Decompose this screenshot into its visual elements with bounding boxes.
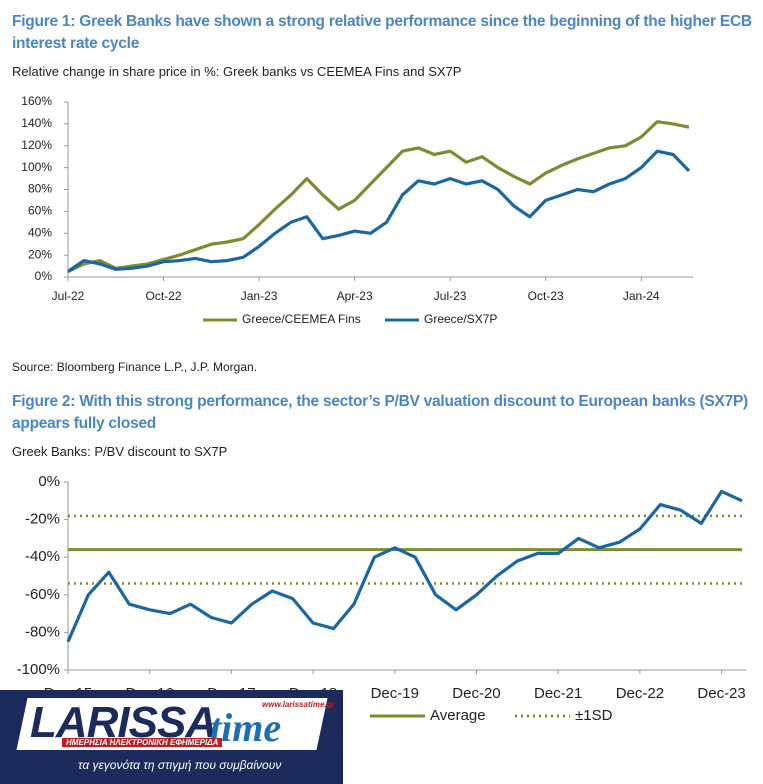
legend-label: Greece/SX7P — [424, 312, 497, 326]
y-tick-label: -60% — [25, 586, 60, 603]
y-tick-label: 120% — [21, 138, 52, 152]
logo-tagline: ΗΜΕΡΗΣΙΑ ΗΛΕΚΤΡΟΝΙΚΗ ΕΦΗΜΕΡΙΔΑ — [62, 738, 223, 747]
y-tick-label: 20% — [28, 247, 52, 261]
y-tick-label: 140% — [21, 116, 52, 130]
x-tick-label: Oct-22 — [146, 289, 182, 303]
figure-subtitle: Relative change in share price in %: Gre… — [12, 64, 462, 79]
data-line — [67, 120, 690, 273]
data-line — [66, 489, 743, 643]
figure-title: Figure 1: Greek Banks have shown a stron… — [12, 13, 752, 52]
y-tick-label: -100% — [17, 661, 60, 678]
legend-label: Greece/CEEMEA Fins — [242, 312, 361, 326]
logo: LARISSA time www.larissatime.gr ΗΜΕΡΗΣΙΑ… — [0, 690, 343, 784]
y-tick-label: 40% — [28, 225, 52, 239]
x-tick-label: Dec-20 — [452, 685, 500, 702]
figure-title: Figure 2: With this strong performance, … — [12, 393, 748, 432]
x-tick-label: Apr-23 — [337, 289, 373, 303]
y-tick-label: 100% — [21, 160, 52, 174]
chart: 0% 20% 40% 60% 80% 100% 120% 140% 160% Jul-22 Oct-… — [21, 94, 693, 326]
source: Source: Bloomberg Finance L.P., J.P. Mor… — [12, 360, 258, 374]
data-line — [67, 149, 691, 273]
x-tick-label: Jan-23 — [241, 289, 278, 303]
y-tick-label: 0% — [38, 473, 60, 490]
x-tick-label: Jan-24 — [623, 289, 660, 303]
x-tick-label: Oct-23 — [528, 289, 564, 303]
x-tick-label: Dec-22 — [616, 685, 664, 702]
y-tick-label: -80% — [25, 623, 60, 640]
y-tick-label: 60% — [28, 204, 52, 218]
legend-label: ±1SD — [575, 707, 613, 724]
x-tick-label: Dec-19 — [371, 685, 419, 702]
y-tick-label: -20% — [25, 511, 60, 528]
logo-slogan: τα γεγονότα τη στιγμή που συμβαίνουν — [78, 758, 282, 772]
x-tick-label: Dec-23 — [697, 685, 745, 702]
y-tick-label: 160% — [21, 94, 52, 108]
x-tick-label: Jul-22 — [52, 289, 85, 303]
logo-url: www.larissatime.gr — [262, 700, 335, 709]
y-tick-label: -40% — [25, 548, 60, 565]
y-tick-label: 80% — [28, 182, 52, 196]
legend-label: Average — [430, 707, 486, 724]
y-tick-label: 0% — [35, 269, 53, 283]
x-tick-label: Jul-23 — [434, 289, 467, 303]
figure-subtitle: Greek Banks: P/BV discount to SX7P — [12, 444, 228, 459]
x-tick-label: Dec-21 — [534, 685, 582, 702]
